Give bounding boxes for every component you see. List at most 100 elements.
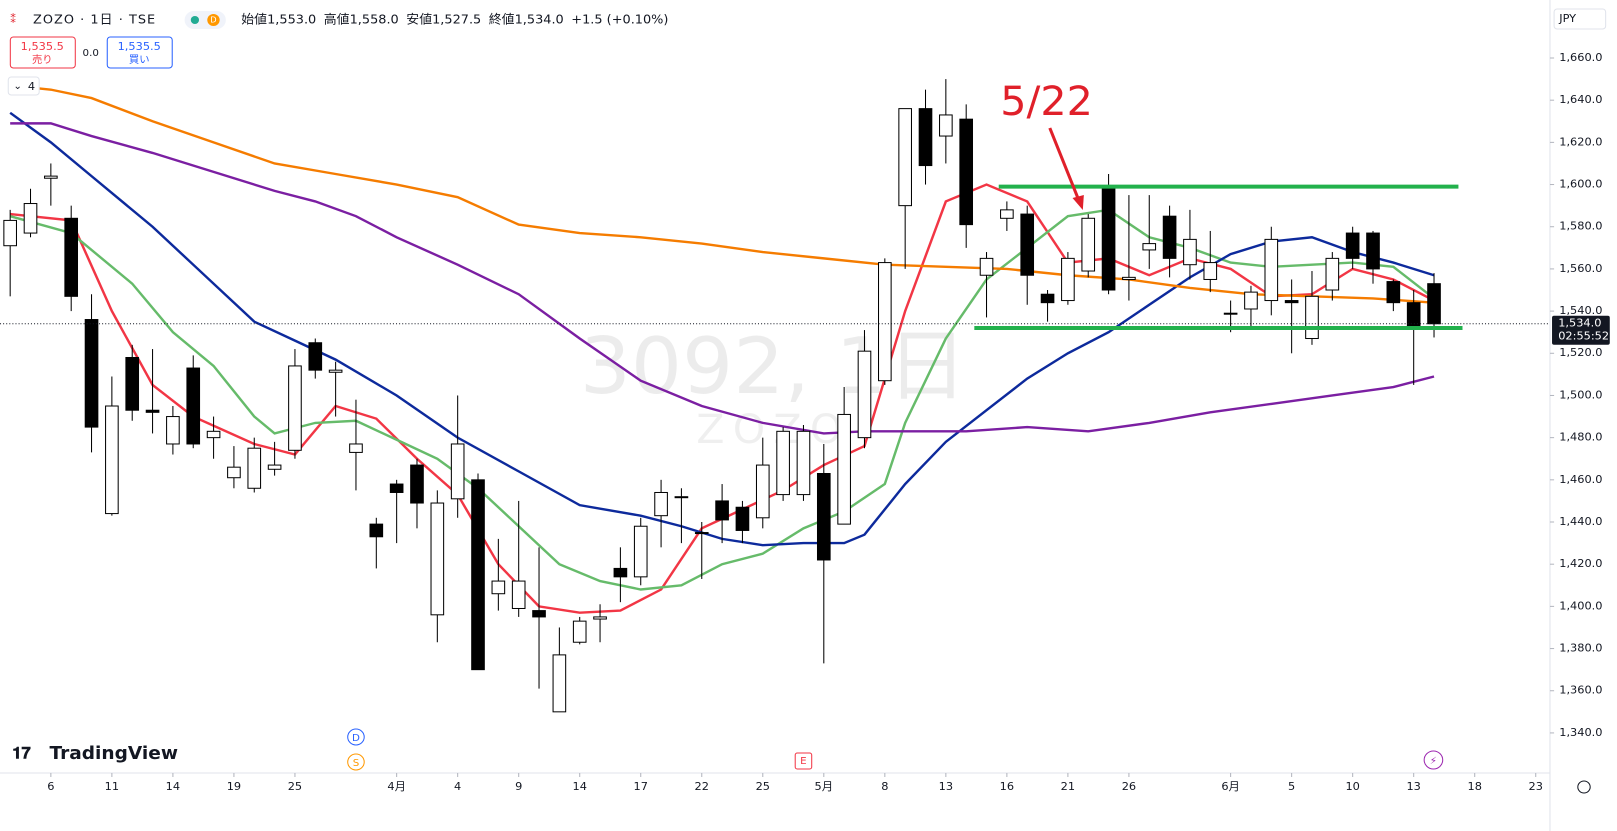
annotation-arrowhead	[1072, 195, 1084, 210]
x-tick-label: 6	[47, 780, 54, 793]
x-tick-label: 21	[1061, 780, 1075, 793]
x-tick-label: 6月	[1221, 780, 1240, 793]
buy-button[interactable]	[106, 36, 173, 69]
candle-body	[206, 430, 221, 439]
logo: TradingView	[50, 743, 179, 764]
sell-price: 1,535.5	[21, 40, 64, 53]
chevron: ⌄	[13, 81, 22, 92]
x-tick-label: 26	[1122, 780, 1136, 793]
y-tick-label: 1,440.0	[1559, 515, 1602, 528]
x-tick-label: 8	[881, 780, 888, 793]
event-badge	[347, 753, 365, 771]
candle-body	[796, 430, 811, 496]
ohlc-value: 1,558.0	[350, 12, 399, 27]
sell-label: 売り	[32, 53, 53, 66]
candle-body	[491, 580, 506, 595]
candle-body	[918, 108, 933, 167]
indicator-toggle[interactable]	[7, 76, 40, 96]
x-tick-label: 9	[515, 780, 522, 793]
x-tick-label: 19	[227, 780, 241, 793]
annotation: 5/22	[1000, 77, 1093, 124]
y-tick-label: 1,560.0	[1559, 262, 1602, 275]
ohlc-value: 1,527.5	[432, 12, 481, 27]
y-tick-label: 1,340.0	[1559, 726, 1602, 739]
candle-body	[64, 217, 79, 297]
x-tick-label: 13	[1406, 780, 1420, 793]
watermark-sub: ZOZO	[696, 405, 850, 452]
candle-body	[1223, 312, 1238, 315]
candle-body	[1061, 257, 1075, 302]
candle-body	[674, 496, 689, 499]
candle-body	[979, 257, 994, 276]
y-tick-label: 1,580.0	[1559, 220, 1602, 233]
event-label: D	[352, 733, 360, 744]
candle-body	[1406, 302, 1421, 327]
candle-body	[1284, 300, 1299, 304]
last-price-box	[1552, 315, 1610, 345]
ohlc-label: 安値	[406, 12, 432, 27]
plot	[0, 79, 1550, 713]
y-tick-label: 1,360.0	[1559, 684, 1602, 697]
candle-body	[105, 405, 119, 515]
x-tick-label: 22	[695, 780, 709, 793]
y-tick-label: 1,640.0	[1559, 93, 1602, 106]
last-price-label: 1,534.0	[1558, 317, 1601, 330]
event-badge	[347, 728, 365, 746]
ohlc-value: 1,534.0	[515, 12, 564, 27]
x-tick-label: 11	[105, 780, 119, 793]
settings-icon[interactable]	[1577, 780, 1591, 794]
candle-body	[23, 203, 38, 234]
candle-body	[1162, 215, 1177, 259]
candle-body	[267, 464, 282, 470]
y-tick-label: 1,400.0	[1559, 599, 1602, 612]
candle-body	[572, 620, 587, 643]
buy-label: 買い	[129, 54, 150, 66]
annotation-arrow	[1048, 127, 1081, 201]
candle-body	[186, 367, 201, 445]
candle-body	[511, 580, 526, 609]
candle-body	[1244, 291, 1258, 310]
indicator-count: 4	[28, 80, 35, 93]
candle-body	[735, 506, 750, 531]
candle-body	[939, 114, 953, 137]
x-tick-label: 17	[634, 780, 648, 793]
candle-body	[552, 654, 567, 713]
spread: 0.0	[83, 48, 99, 59]
x-tick-label: 25	[288, 780, 302, 793]
event-label: S	[353, 758, 360, 769]
candle-body	[755, 464, 770, 519]
candle-body	[125, 356, 140, 411]
candle-body	[247, 447, 262, 489]
y-tick-label: 1,660.0	[1559, 51, 1602, 64]
moving-average	[10, 122, 1435, 435]
x-tick-label: 14	[166, 780, 180, 793]
candle-body	[410, 464, 424, 504]
x-tick-label: 16	[1000, 780, 1014, 793]
candle-body	[633, 525, 648, 578]
y-tick-label: 1,420.0	[1559, 557, 1602, 570]
lightning-icon[interactable]	[1423, 750, 1444, 770]
y-tick-label: 1,500.0	[1559, 389, 1602, 402]
currency-box[interactable]	[1553, 8, 1607, 30]
candle-body	[959, 118, 974, 226]
y-tick-label: 1,460.0	[1559, 473, 1602, 486]
y-tick-label: 1,380.0	[1559, 642, 1602, 655]
ohlc-label: 高値	[324, 12, 350, 27]
candle-body	[857, 350, 872, 439]
sell-button[interactable]	[9, 36, 76, 69]
candle-body	[1386, 281, 1401, 304]
candle-body	[593, 616, 607, 620]
lightning: ⚡	[1430, 756, 1437, 767]
ohlc-label: 始値	[241, 12, 267, 27]
candle-body	[166, 416, 180, 445]
candle-body	[1101, 188, 1116, 291]
candle-body	[3, 219, 17, 247]
status-dot	[190, 16, 200, 24]
x-tick-label: 18	[1467, 780, 1481, 793]
candle-body	[613, 567, 628, 578]
x-tick-label: 14	[573, 780, 587, 793]
candle-body	[694, 532, 709, 535]
